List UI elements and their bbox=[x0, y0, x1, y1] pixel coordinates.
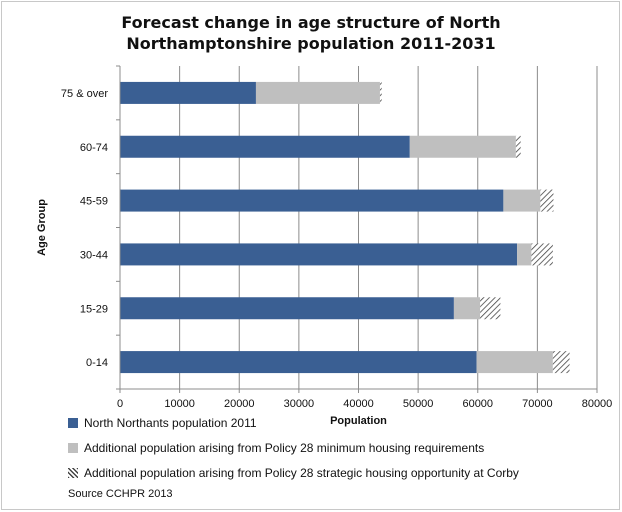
bar-segment-series-1 bbox=[120, 243, 518, 266]
bar-segment-series-2 bbox=[476, 351, 553, 374]
bar-segment-series-3 bbox=[540, 189, 554, 212]
legend-item: Additional population arising from Polic… bbox=[68, 441, 484, 455]
x-tick-label: 20000 bbox=[224, 398, 255, 410]
y-tick-label: 30-44 bbox=[80, 249, 108, 261]
legend-item: Additional population arising from Polic… bbox=[68, 466, 519, 480]
bar-segment-series-2 bbox=[409, 135, 516, 158]
y-tick-label: 45-59 bbox=[80, 196, 108, 208]
bar-segment-series-3 bbox=[531, 243, 553, 266]
y-tick-label: 0-14 bbox=[86, 357, 108, 369]
legend-item: North Northants population 2011 bbox=[68, 416, 257, 430]
bar-segment-series-1 bbox=[120, 81, 256, 104]
legend-swatch bbox=[68, 468, 78, 478]
legend-label: North Northants population 2011 bbox=[84, 416, 257, 430]
legend-label: Additional population arising from Polic… bbox=[84, 466, 519, 480]
bar-segment-series-1 bbox=[120, 135, 410, 158]
y-tick-label: 15-29 bbox=[80, 303, 108, 315]
chart-title-line-1: Forecast change in age structure of Nort… bbox=[121, 13, 501, 32]
bar-segment-series-2 bbox=[503, 189, 541, 212]
x-tick-label: 80000 bbox=[582, 398, 613, 410]
bar-segment-series-2 bbox=[453, 297, 481, 320]
x-tick-label: 60000 bbox=[462, 398, 493, 410]
x-tick-label: 40000 bbox=[343, 398, 374, 410]
x-tick-label: 50000 bbox=[403, 398, 434, 410]
y-tick-label: 75 & over bbox=[61, 88, 108, 100]
x-tick-label: 30000 bbox=[284, 398, 315, 410]
bar-segment-series-3 bbox=[552, 351, 570, 374]
legend-label: Additional population arising from Polic… bbox=[84, 441, 485, 455]
bar-segment-series-2 bbox=[255, 81, 380, 104]
gridlines bbox=[179, 66, 598, 389]
bar-segment-series-3 bbox=[480, 297, 501, 320]
tick-labels: 0 10000 20000 30000 40000 50000 60000 70000 8000… bbox=[36, 88, 612, 427]
bars bbox=[120, 81, 570, 374]
bar-segment-series-2 bbox=[517, 243, 532, 266]
x-axis-title: Population bbox=[330, 415, 387, 427]
bar-segment-series-1 bbox=[120, 189, 504, 212]
bar-segment-series-3 bbox=[515, 135, 521, 158]
y-axis-title: Age Group bbox=[36, 199, 48, 256]
bar-segment-series-3 bbox=[379, 81, 382, 104]
axes bbox=[116, 65, 598, 393]
bar-segment-series-1 bbox=[120, 297, 454, 320]
legend-swatch bbox=[68, 443, 78, 453]
chart-title: Forecast change in age structure of Nort… bbox=[0, 12, 622, 54]
chart-title-line-2: Northamptonshire population 2011-2031 bbox=[126, 34, 496, 53]
legend-swatch bbox=[68, 418, 78, 428]
source-note: Source CCHPR 2013 bbox=[68, 488, 173, 500]
x-tick-label: 10000 bbox=[164, 398, 195, 410]
bar-segment-series-1 bbox=[120, 351, 477, 374]
x-tick-label: 70000 bbox=[522, 398, 553, 410]
y-tick-label: 60-74 bbox=[80, 142, 108, 154]
x-tick-label: 0 bbox=[117, 398, 123, 410]
